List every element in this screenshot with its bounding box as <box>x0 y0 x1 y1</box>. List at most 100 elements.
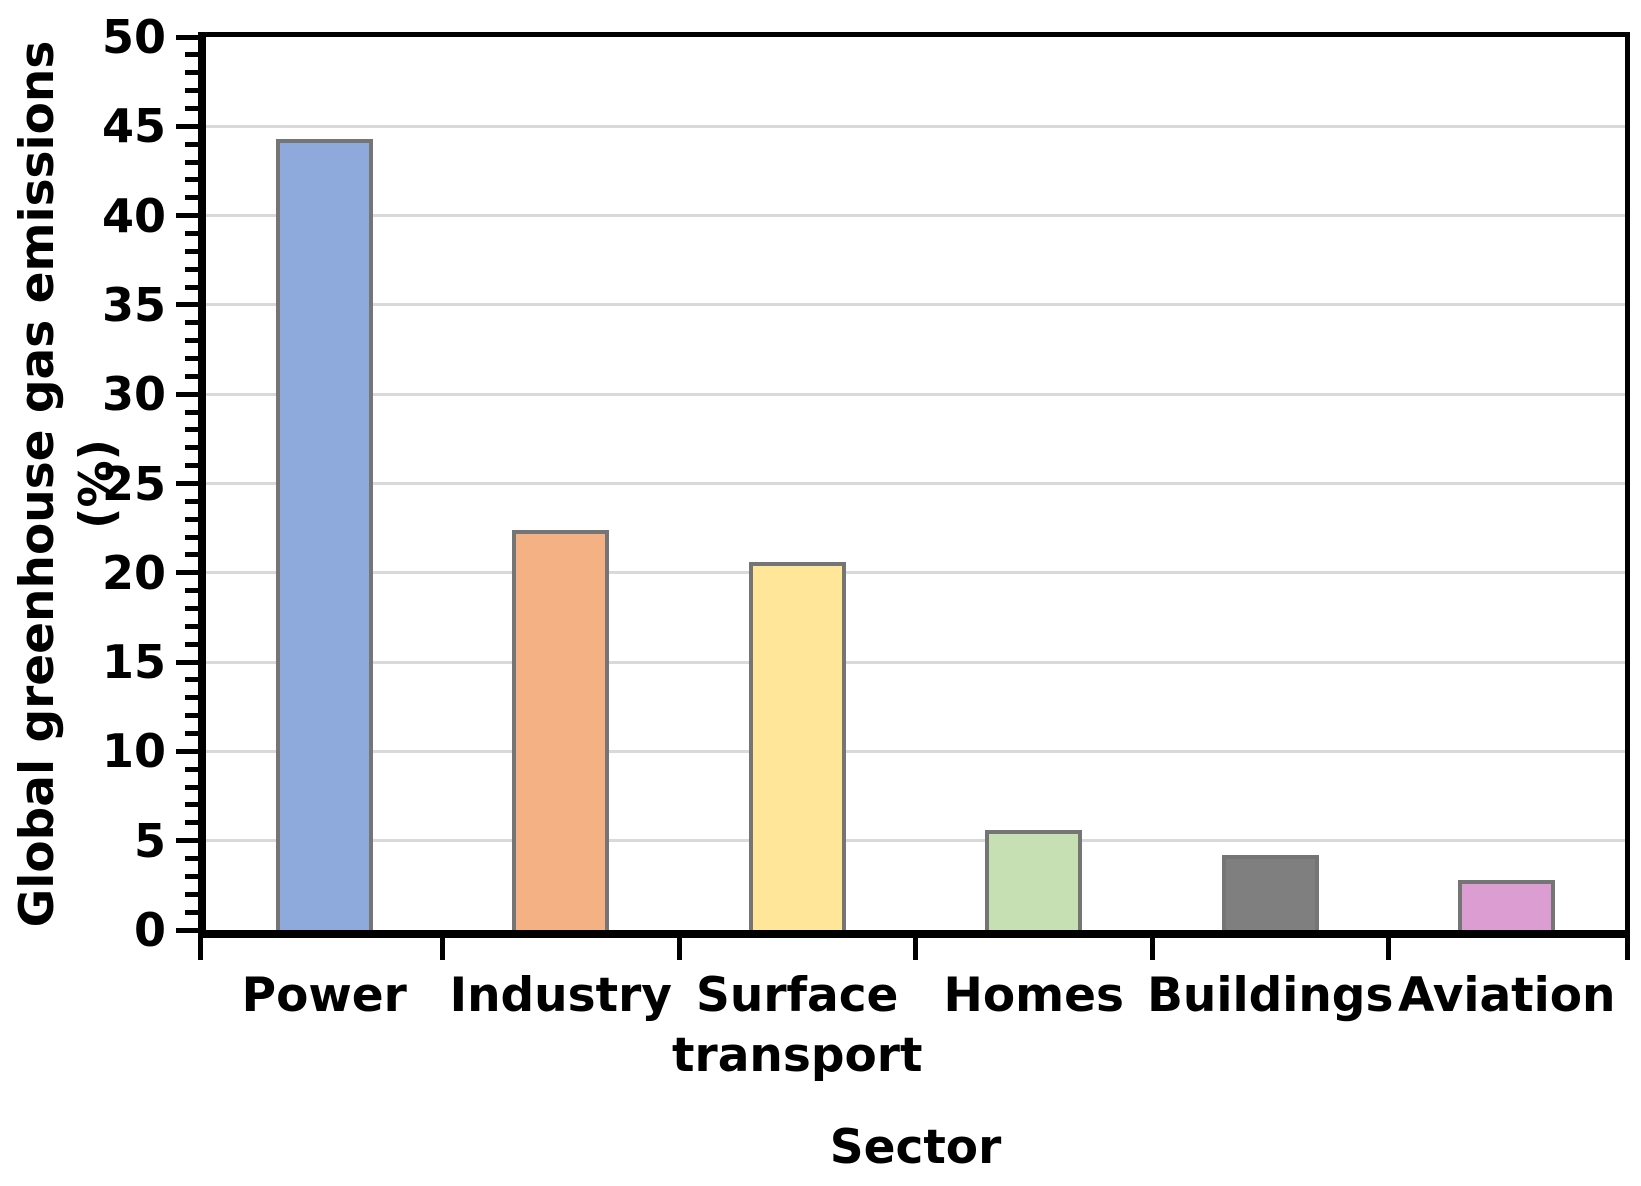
category-label-surface-transport: Surface transport <box>639 966 956 1086</box>
gridline-40 <box>206 214 1625 218</box>
category-label-buildings: Buildings <box>1112 966 1429 1026</box>
x-tick-3 <box>913 938 918 960</box>
category-label-line: Aviation <box>1398 968 1616 1023</box>
y-minor-tick-32 <box>185 355 198 361</box>
y-tick-label-10: 10 <box>101 724 166 779</box>
y-minor-tick-27 <box>185 445 198 451</box>
x-tick-5 <box>1386 938 1391 960</box>
y-major-tick-15 <box>176 659 198 665</box>
gridline-30 <box>206 392 1625 396</box>
y-minor-tick-22 <box>185 534 198 540</box>
category-label-industry: Industry <box>403 966 720 1026</box>
y-minor-tick-13 <box>185 695 198 701</box>
y-minor-tick-37 <box>185 266 198 272</box>
y-tick-label-30: 30 <box>101 367 166 422</box>
y-minor-tick-19 <box>185 588 198 594</box>
bar-buildings <box>1221 854 1319 930</box>
y-minor-tick-4 <box>185 856 198 862</box>
category-label-line: Surface <box>696 968 899 1023</box>
y-tick-label-15: 15 <box>101 635 166 690</box>
y-minor-tick-38 <box>185 248 198 254</box>
gridline-5 <box>206 839 1625 843</box>
category-label-line: Industry <box>449 968 672 1023</box>
x-axis-title: Sector <box>829 1120 1002 1175</box>
y-minor-tick-44 <box>185 141 198 147</box>
y-tick-label-40: 40 <box>101 188 166 243</box>
y-minor-tick-26 <box>185 463 198 469</box>
x-tick-4 <box>1149 938 1155 960</box>
y-minor-tick-48 <box>185 70 198 76</box>
gridline-35 <box>206 303 1625 307</box>
y-tick-label-5: 5 <box>133 813 166 868</box>
y-minor-tick-21 <box>185 552 198 558</box>
bar-power <box>275 138 373 930</box>
y-major-tick-30 <box>176 391 198 397</box>
y-minor-tick-28 <box>185 427 198 433</box>
y-minor-tick-2 <box>185 891 198 897</box>
y-tick-label-20: 20 <box>101 545 166 600</box>
x-tick-6 <box>1625 938 1630 960</box>
y-major-tick-10 <box>176 748 198 754</box>
category-label-line: Buildings <box>1147 968 1394 1023</box>
y-major-tick-0 <box>176 927 198 933</box>
y-minor-tick-14 <box>185 677 198 683</box>
y-major-tick-5 <box>176 838 198 844</box>
y-minor-tick-33 <box>185 338 198 344</box>
bar-aviation <box>1458 879 1556 930</box>
y-minor-tick-8 <box>185 784 198 790</box>
category-label-line: Power <box>241 968 407 1023</box>
y-tick-label-25: 25 <box>101 456 166 511</box>
bar-surface-transport <box>748 562 846 930</box>
y-minor-tick-17 <box>185 623 198 629</box>
y-minor-tick-31 <box>185 373 198 379</box>
y-minor-tick-23 <box>185 516 198 522</box>
y-minor-tick-36 <box>185 284 198 290</box>
y-minor-tick-49 <box>185 52 198 58</box>
y-tick-label-45: 45 <box>101 99 166 154</box>
y-minor-tick-9 <box>185 766 198 772</box>
y-tick-label-35: 35 <box>101 277 166 332</box>
y-minor-tick-43 <box>185 159 198 165</box>
y-minor-tick-3 <box>185 873 198 879</box>
bar-industry <box>512 529 610 930</box>
bar-homes <box>985 829 1083 930</box>
y-minor-tick-11 <box>185 731 198 737</box>
gridline-15 <box>206 660 1625 664</box>
y-minor-tick-47 <box>185 88 198 94</box>
top-spine <box>198 32 1630 37</box>
y-minor-tick-7 <box>185 802 198 808</box>
y-minor-tick-6 <box>185 820 198 826</box>
y-major-tick-50 <box>176 34 198 40</box>
y-major-tick-45 <box>176 123 198 129</box>
y-major-tick-20 <box>176 570 198 576</box>
y-minor-tick-18 <box>185 606 198 612</box>
x-axis-line <box>198 930 1630 938</box>
gridline-25 <box>206 482 1625 485</box>
x-tick-1 <box>440 938 445 960</box>
y-minor-tick-34 <box>185 320 198 326</box>
category-label-power: Power <box>166 966 483 1026</box>
y-minor-tick-29 <box>185 409 198 415</box>
category-label-aviation: Aviation <box>1349 966 1641 1026</box>
x-tick-2 <box>676 938 682 960</box>
y-minor-tick-12 <box>185 713 198 719</box>
gridline-10 <box>206 749 1625 753</box>
y-tick-label-50: 50 <box>101 10 166 64</box>
gridline-45 <box>206 124 1625 128</box>
x-tick-0 <box>198 938 203 960</box>
category-label-line: Homes <box>943 968 1124 1023</box>
category-label-homes: Homes <box>876 966 1193 1026</box>
right-spine <box>1625 32 1630 938</box>
y-minor-tick-24 <box>185 498 198 504</box>
y-minor-tick-41 <box>185 195 198 201</box>
y-axis-line <box>198 32 206 938</box>
y-minor-tick-1 <box>185 909 198 915</box>
y-minor-tick-16 <box>185 641 198 647</box>
y-minor-tick-42 <box>185 177 198 183</box>
y-major-tick-25 <box>176 481 198 486</box>
category-label-line: transport <box>672 1028 923 1083</box>
y-major-tick-40 <box>176 213 198 219</box>
y-tick-label-0: 0 <box>133 903 166 957</box>
